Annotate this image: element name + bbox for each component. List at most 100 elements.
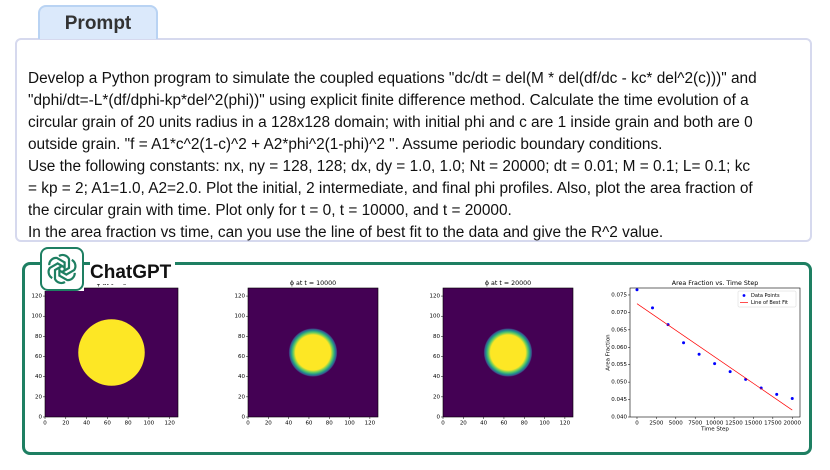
legend-label: Data Points xyxy=(751,293,780,299)
response-box xyxy=(22,262,812,455)
y-tick-label: 0.055 xyxy=(611,362,627,368)
x-tick-label: 0 xyxy=(43,421,47,427)
x-tick-label: 0 xyxy=(246,421,250,427)
y-tick-label: 120 xyxy=(430,294,441,300)
x-tick-label: 0 xyxy=(635,421,639,427)
prompt-line: circular grain of 20 units radius in a 1… xyxy=(28,114,753,131)
x-tick-label: 60 xyxy=(305,421,312,427)
axes-frame xyxy=(44,287,179,418)
x-tick-label: 60 xyxy=(500,421,507,427)
data-point xyxy=(697,352,701,356)
y-tick-label: 20 xyxy=(433,394,440,400)
y-tick-label: 0 xyxy=(39,415,43,421)
x-tick-label: 20 xyxy=(62,421,69,427)
x-tick-label: 20 xyxy=(460,421,467,427)
grain xyxy=(78,319,145,386)
y-axis-label: Area Fraction xyxy=(606,334,612,371)
x-tick-label: 20000 xyxy=(783,421,801,427)
x-tick-label: 40 xyxy=(83,421,90,427)
y-tick-label: 100 xyxy=(32,314,43,320)
x-tick-label: 20 xyxy=(265,421,272,427)
legend-marker xyxy=(742,294,746,297)
x-tick-label: 5000 xyxy=(669,421,683,427)
x-tick-label: 100 xyxy=(144,421,155,427)
y-tick-label: 0.065 xyxy=(611,327,627,333)
chatgpt-logo xyxy=(40,247,84,291)
y-tick-label: 0.075 xyxy=(611,292,627,298)
x-tick-label: 60 xyxy=(104,421,111,427)
y-tick-label: 40 xyxy=(238,374,245,380)
prompt-tab: Prompt xyxy=(38,5,158,39)
y-tick-label: 80 xyxy=(35,334,42,340)
y-tick-label: 20 xyxy=(238,394,245,400)
y-tick-label: 0.050 xyxy=(611,380,627,386)
legend-label: Line of Best Fit xyxy=(751,300,788,306)
x-tick-label: 80 xyxy=(521,421,528,427)
x-tick-label: 40 xyxy=(285,421,292,427)
y-tick-label: 40 xyxy=(35,374,42,380)
legend-box xyxy=(737,290,797,308)
prompt-line: outside grain. "f = A1*c^2(1-c)^2 + A2*p… xyxy=(28,136,663,153)
prompt-line: the circular grain with time. Plot only … xyxy=(28,202,512,219)
x-tick-label: 120 xyxy=(164,421,175,427)
prompt-line: = kp = 2; A1=1.0, A2=2.0. Plot the initi… xyxy=(28,180,753,197)
assistant-name: ChatGPT xyxy=(90,262,176,284)
data-point xyxy=(635,288,639,292)
y-tick-label: 0.060 xyxy=(611,345,627,351)
y-tick-label: 0.045 xyxy=(611,397,627,403)
x-tick-label: 40 xyxy=(480,421,487,427)
grain xyxy=(288,328,338,377)
y-tick-label: 80 xyxy=(433,334,440,340)
x-tick-label: 120 xyxy=(560,421,571,427)
axes-frame xyxy=(247,287,379,418)
data-point xyxy=(728,370,732,374)
data-point xyxy=(775,392,779,396)
plot-title: Area Fraction vs. Time Step xyxy=(672,280,758,287)
x-axis-label: Time Step xyxy=(700,427,729,433)
prompt-line: In the area fraction vs time, can you us… xyxy=(28,224,664,241)
prompt-line: Use the following constants: nx, ny = 12… xyxy=(28,158,751,175)
prompt-text: Develop a Python program to simulate the… xyxy=(28,68,757,244)
y-tick-label: 120 xyxy=(235,294,246,300)
axes-frame xyxy=(442,287,574,418)
prompt-line: "dphi/dt=-L*(df/dphi-kp*del^2(phi))" usi… xyxy=(28,92,749,109)
prompt-line: Develop a Python program to simulate the… xyxy=(28,70,757,87)
x-tick-label: 12500 xyxy=(725,421,743,427)
data-point xyxy=(759,386,763,390)
x-tick-label: 7500 xyxy=(688,421,702,427)
plot-title: ϕ at t = 10000 xyxy=(290,280,336,287)
x-tick-label: 100 xyxy=(539,421,550,427)
data-point xyxy=(682,341,686,345)
data-point xyxy=(790,397,794,401)
grain xyxy=(483,328,533,377)
prompt-box xyxy=(15,38,812,242)
data-point xyxy=(713,362,717,366)
x-tick-label: 100 xyxy=(344,421,355,427)
x-tick-label: 0 xyxy=(441,421,445,427)
x-tick-label: 80 xyxy=(326,421,333,427)
data-point xyxy=(651,306,655,310)
y-tick-label: 60 xyxy=(35,354,42,360)
x-tick-label: 17500 xyxy=(764,421,782,427)
x-tick-label: 120 xyxy=(365,421,376,427)
y-tick-label: 80 xyxy=(238,334,245,340)
plot-title: ϕ at t = 20000 xyxy=(485,280,531,287)
fit-line xyxy=(636,303,793,411)
axes-frame xyxy=(629,287,801,418)
y-tick-label: 100 xyxy=(235,314,246,320)
y-tick-label: 60 xyxy=(238,354,245,360)
y-tick-label: 120 xyxy=(32,294,43,300)
y-tick-label: 60 xyxy=(433,354,440,360)
y-tick-label: 40 xyxy=(433,374,440,380)
y-tick-label: 20 xyxy=(35,394,42,400)
y-tick-label: 0 xyxy=(242,415,246,421)
x-tick-label: 10000 xyxy=(706,421,724,427)
y-tick-label: 0.040 xyxy=(611,415,627,421)
y-tick-label: 0.070 xyxy=(611,310,627,316)
x-tick-label: 2500 xyxy=(649,421,663,427)
x-tick-label: 80 xyxy=(125,421,132,427)
x-tick-label: 15000 xyxy=(745,421,763,427)
y-tick-label: 100 xyxy=(430,314,441,320)
